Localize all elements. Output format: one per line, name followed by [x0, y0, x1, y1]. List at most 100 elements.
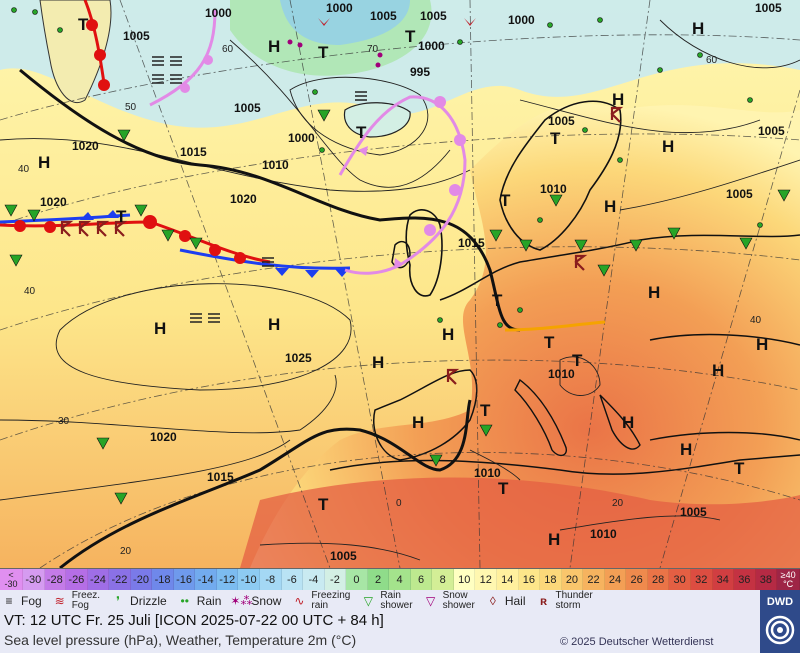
scale-cell: -22 — [109, 569, 131, 591]
isobar-label: 1005 — [370, 9, 397, 23]
high-center: H — [692, 19, 704, 38]
dwd-logo: DWD — [760, 590, 800, 653]
lat-label: 0 — [396, 498, 402, 509]
rain-icon: •• — [180, 594, 189, 608]
legend-label: Freez. Fog — [71, 590, 101, 611]
lat-label: 60 — [222, 44, 234, 55]
britain-coast — [405, 209, 443, 297]
isobar-label: 1015 — [180, 145, 207, 159]
legend-snow-shower: ▽ Snow shower — [422, 591, 475, 611]
lat-label: 40 — [18, 164, 30, 175]
isobar-label: 1005 — [758, 124, 785, 138]
scale-cell: 12 — [475, 569, 498, 591]
legend-rain: •• Rain — [176, 594, 222, 608]
high-center: H — [548, 530, 560, 549]
legend-thunderstorm: ʀ Thunder storm — [535, 591, 593, 611]
high-center: H — [38, 153, 50, 172]
isobar-label: 1010 — [474, 466, 501, 480]
lat-label: 20 — [120, 546, 132, 557]
legend-label: Snow shower — [442, 590, 475, 611]
north-coast — [439, 234, 800, 301]
scale-cell: -20 — [130, 569, 153, 591]
scale-cell: 26 — [626, 569, 648, 591]
chart-info: VT: 12 UTC Fr. 25 Juli [ICON 2025-07-22 … — [0, 612, 760, 653]
low-center: T — [78, 15, 89, 34]
low-center: T — [734, 459, 745, 478]
scale-cell: -18 — [152, 569, 174, 591]
isobar-label: 1025 — [285, 351, 312, 365]
lat-label: 60 — [706, 55, 718, 66]
isobar-label: 1005 — [548, 114, 575, 128]
isobar-label: 1005 — [234, 101, 261, 115]
scale-cell: -10 — [238, 569, 261, 591]
turkey-coast — [649, 431, 800, 441]
isobar-label: 1005 — [420, 9, 447, 23]
black-sea-coast — [649, 333, 800, 346]
drizzle-icon: ❜ — [116, 594, 120, 608]
legend-fog: ≡ Fog — [0, 594, 42, 608]
scale-cell: 30 — [669, 569, 691, 591]
isobar-label: 1010 — [540, 182, 567, 196]
scale-cell: 2 — [367, 569, 390, 591]
legend-label: Rain shower — [380, 590, 413, 611]
legend-label: Drizzle — [130, 594, 167, 608]
high-center: H — [712, 361, 724, 380]
scale-cell-min: < -30 — [0, 569, 23, 591]
scale-cell: 28 — [647, 569, 670, 591]
main-isobars — [19, 68, 521, 568]
scale-cell-max: ≥40 °C — [777, 569, 800, 591]
low-center: T — [318, 43, 329, 62]
isobars — [0, 19, 800, 561]
lat-label: 30 — [58, 416, 70, 427]
lat-label: 70 — [367, 44, 379, 55]
high-center: H — [648, 283, 660, 302]
isobar-label: 1015 — [458, 236, 485, 250]
dwd-logo-text: DWD — [766, 596, 794, 608]
low-center: T — [498, 479, 509, 498]
isobar-label: 1000 — [288, 131, 315, 145]
isobar-label: 1005 — [123, 29, 150, 43]
scale-cell: 6 — [410, 569, 433, 591]
scale-cell: 34 — [712, 569, 735, 591]
scale-cell: -4 — [303, 569, 325, 591]
legend-label: Hail — [504, 594, 526, 608]
isobar-label: 1000 — [205, 6, 232, 20]
continental-heat — [250, 103, 800, 568]
snow-icon: ✶⁂ — [230, 594, 253, 608]
isobar-label: 1000 — [418, 39, 445, 53]
temperature-scale: < -30 -30 -28 -26 -24 -22 -20 -18 -16 -14 -12 -10 -8-… — [0, 568, 800, 591]
scale-cell: 18 — [540, 569, 562, 591]
high-center: H — [268, 37, 280, 56]
legend-freezing-fog: ≋ Freez. Fog — [51, 591, 100, 611]
low-center: T — [500, 191, 511, 210]
scale-cell: 32 — [690, 569, 713, 591]
legend-label: Rain — [196, 594, 222, 608]
legend-label: Fog — [21, 594, 42, 608]
dwd-swirl-icon — [765, 615, 795, 645]
legend-label: Freezing rain — [311, 590, 351, 611]
low-center: T — [544, 333, 555, 352]
isobar-label: 1020 — [230, 192, 257, 206]
scale-cell: -8 — [260, 569, 282, 591]
freezing-fog-icon: ≋ — [54, 594, 65, 608]
cool-air-mass — [0, 0, 800, 128]
legend-drizzle: ❜ Drizzle — [109, 594, 167, 608]
scale-cell: 22 — [583, 569, 605, 591]
lat-label: 40 — [750, 315, 762, 326]
isobar-label: 1020 — [72, 139, 99, 153]
valid-time: VT: 12 UTC Fr. 25 Juli [ICON 2025-07-22 … — [4, 612, 384, 629]
graticule — [0, 0, 800, 568]
scale-cell: -6 — [281, 569, 304, 591]
high-center: H — [680, 440, 692, 459]
high-center: H — [612, 90, 624, 109]
isobar-label: 995 — [410, 65, 430, 79]
pressure-center-layer: H H H H H H H H H H H H H H H H H T T T … — [38, 15, 768, 549]
high-center: H — [268, 315, 280, 334]
scale-cell: -28 — [44, 569, 67, 591]
isobar-label: 1000 — [508, 13, 535, 27]
scale-cell: -16 — [173, 569, 196, 591]
freezing-rain-icon: ∿ — [294, 594, 305, 608]
isobar-label: 1010 — [590, 527, 617, 541]
high-center: H — [604, 197, 616, 216]
